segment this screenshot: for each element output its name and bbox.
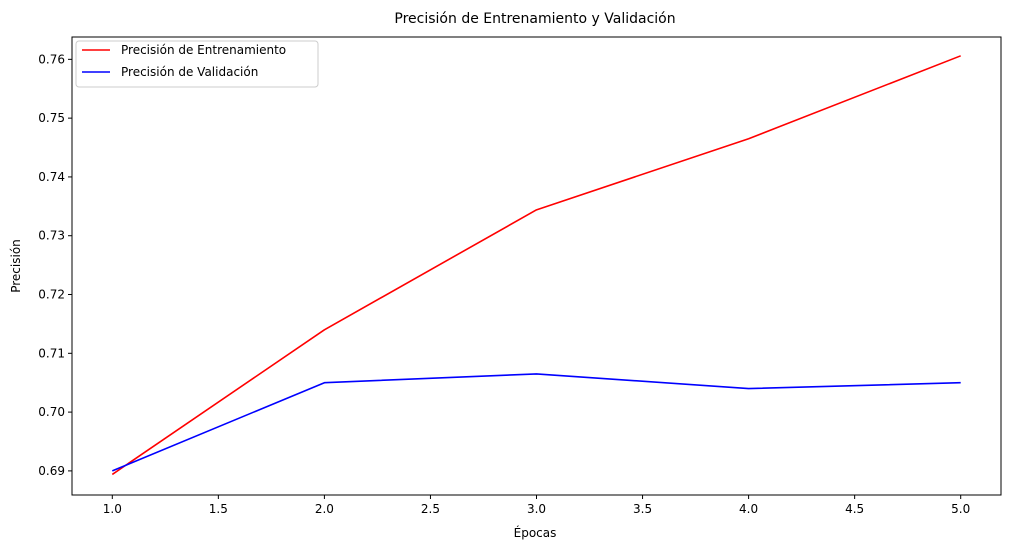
y-tick-label: 0.76 (38, 52, 65, 66)
series-line-validation (111, 373, 961, 472)
x-tick-label: 2.0 (315, 502, 334, 516)
y-tick-label: 0.70 (38, 405, 65, 419)
y-tick-label: 0.72 (38, 288, 65, 302)
legend: Precisión de Entrenamiento Precisión de … (75, 40, 319, 88)
series-lines (111, 55, 961, 476)
series-line-training (111, 55, 961, 476)
y-tick-label: 0.73 (38, 229, 65, 243)
y-tick-label: 0.74 (38, 170, 65, 184)
legend-box (75, 40, 319, 88)
x-axis-label: Épocas (514, 525, 557, 540)
x-tick-label: 3.0 (527, 502, 546, 516)
legend-label-training: Precisión de Entrenamiento (121, 43, 286, 57)
x-tick-label: 4.0 (739, 502, 758, 516)
y-axis-label: Precisión (9, 239, 23, 293)
x-axis-ticks: 1.0 1.5 2.0 2.5 3.0 3.5 4.0 4.5 5.0 (103, 495, 970, 516)
x-tick-label: 1.5 (209, 502, 228, 516)
y-tick-label: 0.71 (38, 346, 65, 360)
plot-area-frame (71, 36, 1002, 496)
x-tick-label: 3.5 (633, 502, 652, 516)
legend-label-validation: Precisión de Validación (121, 65, 258, 79)
y-axis-ticks: 0.69 0.70 0.71 0.72 0.73 0.74 0.75 0.76 (38, 52, 72, 478)
y-tick-label: 0.69 (38, 464, 65, 478)
x-tick-label: 5.0 (951, 502, 970, 516)
x-tick-label: 4.5 (845, 502, 864, 516)
x-tick-label: 2.5 (421, 502, 440, 516)
chart-title: Precisión de Entrenamiento y Validación (394, 11, 675, 27)
x-tick-label: 1.0 (103, 502, 122, 516)
y-tick-label: 0.75 (38, 111, 65, 125)
